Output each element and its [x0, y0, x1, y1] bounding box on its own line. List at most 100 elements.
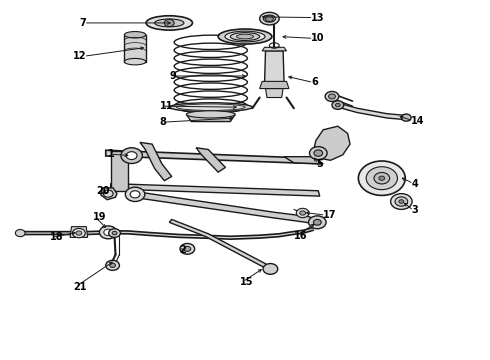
Text: 14: 14 [411, 116, 425, 126]
Polygon shape [111, 151, 128, 191]
Circle shape [125, 187, 145, 202]
Circle shape [374, 172, 390, 184]
Circle shape [366, 167, 397, 190]
Polygon shape [293, 230, 304, 234]
Polygon shape [230, 235, 260, 239]
Circle shape [164, 19, 174, 27]
Ellipse shape [176, 104, 245, 111]
Ellipse shape [124, 32, 146, 38]
Text: 21: 21 [73, 282, 87, 292]
Polygon shape [101, 188, 117, 200]
Polygon shape [203, 235, 230, 239]
Text: 4: 4 [411, 179, 418, 189]
Ellipse shape [237, 34, 253, 39]
Circle shape [310, 147, 327, 159]
Text: 10: 10 [311, 33, 324, 43]
Ellipse shape [155, 19, 184, 27]
Polygon shape [107, 231, 128, 234]
Circle shape [391, 194, 412, 210]
Ellipse shape [218, 29, 272, 44]
Polygon shape [70, 226, 88, 237]
Polygon shape [169, 220, 272, 270]
Polygon shape [266, 89, 283, 98]
Text: 15: 15 [240, 277, 254, 287]
Polygon shape [338, 103, 406, 120]
Circle shape [76, 231, 82, 235]
Circle shape [73, 228, 85, 238]
Polygon shape [124, 35, 146, 62]
Circle shape [180, 243, 195, 254]
Circle shape [379, 176, 385, 180]
Circle shape [263, 264, 278, 274]
Circle shape [15, 229, 25, 237]
Circle shape [103, 190, 113, 197]
Polygon shape [262, 47, 287, 51]
Text: 2: 2 [179, 245, 186, 255]
Polygon shape [265, 51, 284, 83]
Circle shape [99, 226, 117, 239]
Text: 20: 20 [96, 186, 109, 197]
Text: 9: 9 [169, 71, 176, 81]
Polygon shape [140, 142, 172, 181]
Circle shape [104, 229, 113, 235]
Text: 12: 12 [73, 51, 86, 61]
Text: 5: 5 [316, 159, 322, 169]
Text: 18: 18 [49, 232, 63, 242]
Circle shape [109, 229, 121, 237]
Polygon shape [314, 126, 350, 160]
Text: 16: 16 [294, 231, 307, 240]
Ellipse shape [260, 12, 279, 25]
Ellipse shape [263, 15, 275, 22]
Circle shape [399, 200, 404, 203]
Polygon shape [128, 231, 152, 235]
Text: 19: 19 [93, 212, 106, 221]
Circle shape [309, 216, 326, 229]
Polygon shape [304, 227, 314, 233]
Circle shape [130, 191, 140, 198]
Text: 3: 3 [411, 206, 418, 216]
Polygon shape [20, 231, 54, 234]
Polygon shape [179, 234, 203, 238]
Circle shape [335, 103, 340, 107]
Text: 1: 1 [108, 149, 115, 159]
Circle shape [300, 211, 306, 215]
Circle shape [325, 91, 339, 102]
Polygon shape [72, 231, 86, 234]
Text: 7: 7 [79, 18, 86, 28]
Circle shape [121, 148, 143, 163]
Polygon shape [260, 234, 279, 238]
Ellipse shape [124, 58, 146, 65]
Text: 11: 11 [159, 101, 173, 111]
Text: 6: 6 [311, 77, 318, 87]
Circle shape [314, 150, 323, 156]
Ellipse shape [146, 16, 193, 30]
Ellipse shape [230, 33, 260, 41]
Circle shape [106, 260, 120, 270]
Circle shape [358, 161, 405, 195]
Circle shape [126, 152, 137, 159]
Circle shape [314, 220, 321, 225]
Polygon shape [86, 231, 107, 234]
Circle shape [266, 16, 273, 22]
Polygon shape [279, 231, 293, 237]
Circle shape [112, 231, 117, 235]
Polygon shape [186, 114, 235, 122]
Polygon shape [284, 157, 323, 164]
Polygon shape [54, 231, 72, 234]
Polygon shape [106, 150, 321, 164]
Text: 17: 17 [323, 210, 337, 220]
Polygon shape [260, 81, 289, 89]
Ellipse shape [169, 103, 252, 112]
Circle shape [296, 208, 309, 218]
Text: 13: 13 [311, 13, 324, 23]
Text: 8: 8 [159, 117, 167, 127]
Polygon shape [152, 233, 179, 237]
Circle shape [184, 246, 191, 251]
Polygon shape [196, 148, 225, 172]
Ellipse shape [186, 111, 235, 118]
Circle shape [329, 94, 335, 99]
Polygon shape [111, 184, 320, 196]
Circle shape [110, 263, 116, 267]
Polygon shape [133, 192, 318, 225]
Circle shape [395, 197, 408, 206]
